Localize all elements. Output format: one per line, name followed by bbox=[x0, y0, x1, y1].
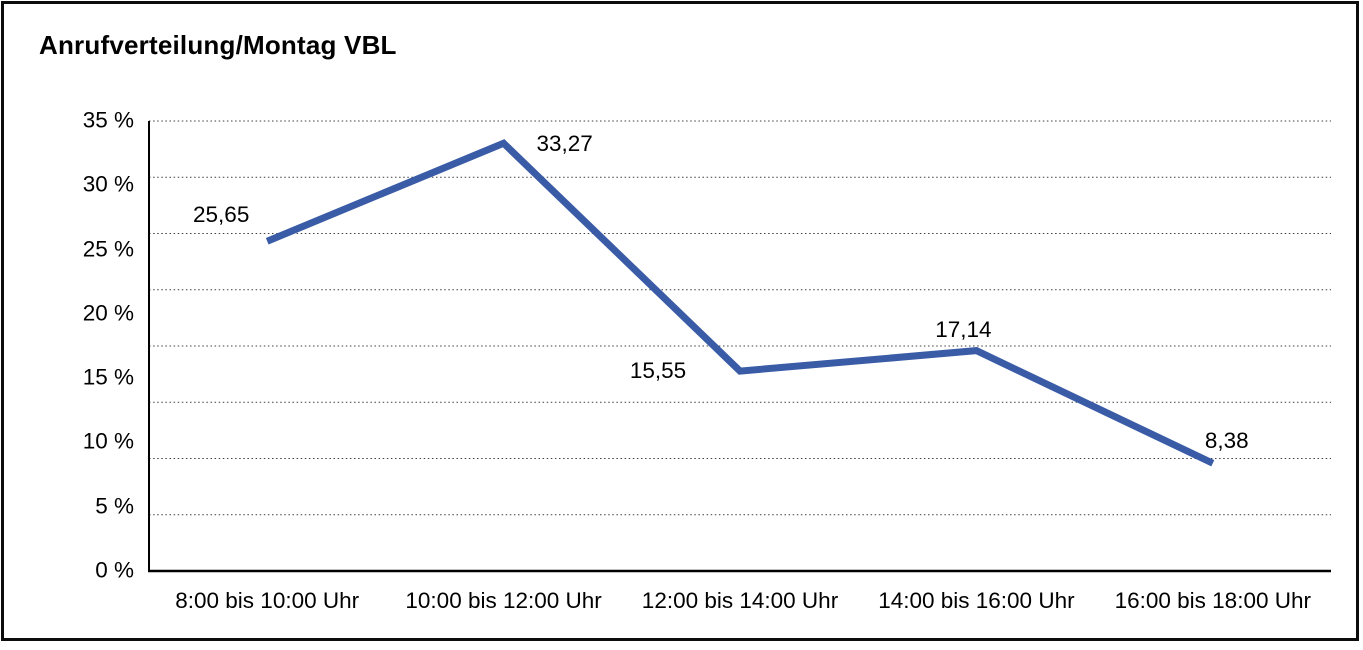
y-tick-label: 5 % bbox=[29, 493, 134, 519]
y-tick-label: 15 % bbox=[29, 365, 134, 391]
y-tick-label: 20 % bbox=[29, 300, 134, 326]
data-point-value-label: 17,14 bbox=[935, 317, 991, 343]
y-tick-label: 10 % bbox=[29, 429, 134, 455]
data-line-series bbox=[267, 143, 1213, 463]
x-tick-label: 14:00 bis 16:00 Uhr bbox=[878, 588, 1074, 614]
y-tick-label: 30 % bbox=[29, 172, 134, 198]
x-tick-label: 10:00 bis 12:00 Uhr bbox=[405, 588, 601, 614]
plot-area: 35 % 30 % 25 % 20 % 15 % 10 % 5 % 0 % 8:00 bis … bbox=[4, 4, 1356, 638]
data-point-value-label: 33,27 bbox=[536, 131, 592, 157]
x-tick-label: 16:00 bis 18:00 Uhr bbox=[1115, 588, 1311, 614]
data-point-value-label: 15,55 bbox=[630, 358, 686, 384]
y-tick-label: 25 % bbox=[29, 236, 134, 262]
x-tick-label: 8:00 bis 10:00 Uhr bbox=[175, 588, 359, 614]
y-tick-label: 35 % bbox=[29, 107, 134, 133]
x-tick-label: 12:00 bis 14:00 Uhr bbox=[642, 588, 838, 614]
y-tick-label: 0 % bbox=[29, 557, 134, 583]
data-point-value-label: 25,65 bbox=[193, 202, 249, 228]
line-chart-svg bbox=[4, 4, 1363, 650]
data-point-value-label: 8,38 bbox=[1205, 428, 1249, 454]
